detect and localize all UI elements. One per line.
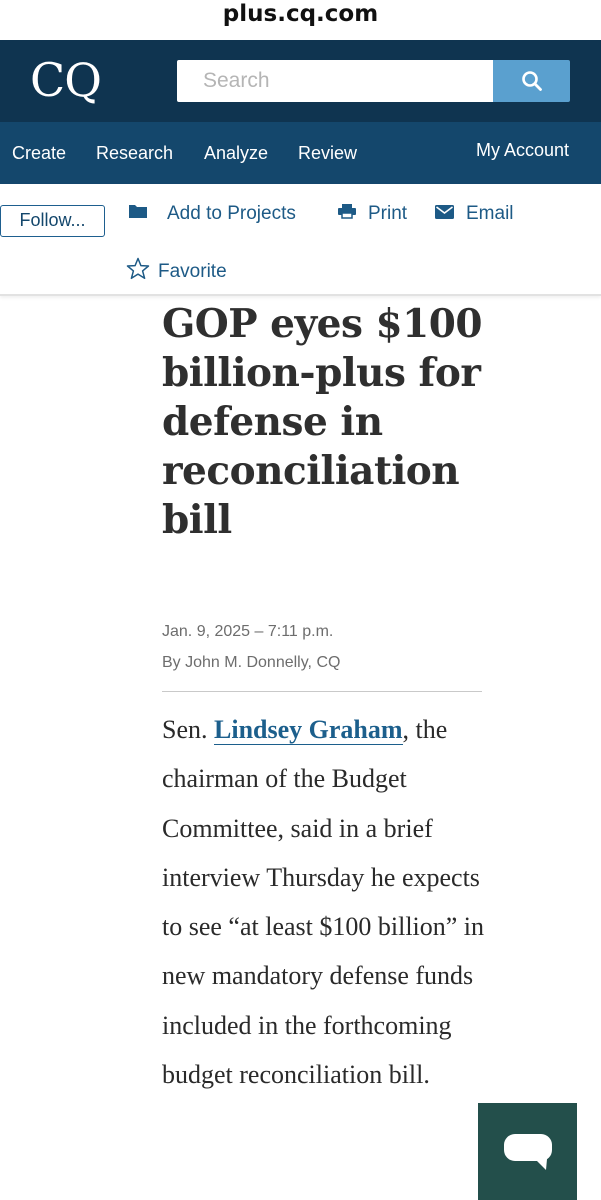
folder-icon [128, 203, 148, 225]
nav-item-review[interactable]: Review [298, 143, 358, 163]
article-body-paragraph: Sen. Lindsey Graham, the chairman of the… [162, 705, 492, 1099]
search-input[interactable] [177, 60, 493, 102]
article-headline: GOP eyes $100 billion-plus for defense i… [162, 301, 483, 543]
article-dateline: Jan. 9, 2025 – 7:11 p.m. [162, 623, 334, 640]
my-account-link[interactable]: My Account [476, 140, 570, 160]
lindsey-graham-link[interactable]: Lindsey Graham [214, 715, 403, 745]
email-label: Email [466, 203, 514, 224]
body-prefix: Sen. [162, 715, 214, 744]
add-to-projects-button[interactable]: Add to Projects [128, 203, 296, 225]
url-text: plus.cq.com [222, 1, 379, 27]
cq-logo[interactable]: CQ [30, 53, 102, 107]
favorite-button[interactable]: Favorite [126, 257, 227, 286]
article-toolbar: Follow... Add to Projects Print Email [0, 184, 601, 296]
favorite-label: Favorite [158, 260, 227, 282]
print-label: Print [368, 203, 408, 224]
search-button[interactable] [493, 60, 570, 102]
byline-divider [162, 691, 482, 692]
nav-item-create[interactable]: Create [12, 143, 67, 163]
article-byline: By John M. Donnelly, CQ [162, 654, 341, 671]
chat-bubble-icon [503, 1133, 552, 1170]
add-to-projects-label: Add to Projects [167, 203, 296, 224]
printer-icon [338, 203, 356, 225]
search-icon [521, 71, 542, 91]
nav-item-analyze[interactable]: Analyze [204, 143, 269, 163]
main-nav: Create Research Analyze Review My Accoun… [0, 122, 601, 184]
print-button[interactable]: Print [338, 203, 407, 225]
site-header: CQ [0, 40, 601, 122]
follow-button[interactable]: Follow... [0, 205, 105, 237]
browser-url-bar[interactable]: plus.cq.com [0, 0, 601, 40]
nav-item-research[interactable]: Research [96, 143, 174, 163]
envelope-icon [435, 203, 454, 225]
email-button[interactable]: Email [435, 203, 514, 225]
body-text-rest: , the chairman of the Budget Committee, … [162, 715, 485, 1090]
star-outline-icon [126, 257, 150, 286]
chat-widget-button[interactable] [478, 1103, 577, 1200]
